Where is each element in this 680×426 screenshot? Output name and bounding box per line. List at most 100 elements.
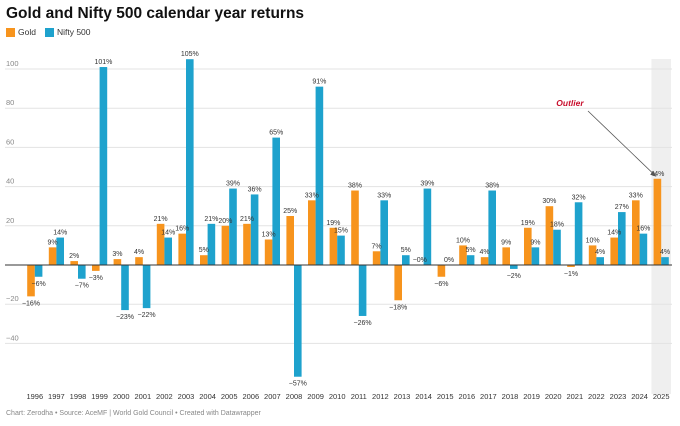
x-tick-label: 2023 (610, 392, 627, 401)
bar-label-nifty: 91% (312, 79, 326, 86)
x-tick-label: 1997 (48, 392, 65, 401)
bar-gold (610, 237, 618, 265)
bar-gold (200, 255, 208, 265)
bar-label-nifty: −57% (289, 381, 307, 388)
bar-label-nifty: 16% (636, 226, 650, 233)
bar-label-nifty: −7% (75, 283, 89, 290)
bar-gold (459, 245, 467, 265)
bar-gold (329, 227, 338, 265)
bar-gold (92, 265, 100, 271)
bar-label-nifty: 101% (94, 59, 112, 66)
bar-nifty (99, 67, 108, 265)
x-tick-label: 2013 (394, 392, 411, 401)
bar-label-gold: 38% (348, 183, 362, 190)
x-tick-label: 2011 (351, 392, 367, 401)
bar-gold (394, 265, 402, 301)
y-tick-label: 80 (6, 98, 14, 107)
bar-gold (545, 206, 554, 265)
bar-gold (27, 265, 35, 297)
bar-label-nifty: 39% (420, 181, 434, 188)
y-tick-label: −20 (6, 294, 19, 303)
bar-gold (437, 265, 446, 277)
bar-label-nifty: −22% (138, 312, 156, 319)
bar-label-gold: 33% (305, 192, 319, 199)
x-tick-label: 2012 (372, 392, 389, 401)
bar-label-gold: 3% (112, 251, 122, 258)
bar-label-gold: −6% (434, 281, 448, 288)
bar-label-nifty: 9% (530, 239, 540, 246)
x-tick-label: 2022 (588, 392, 605, 401)
bar-nifty (661, 257, 669, 265)
bar-nifty (142, 265, 151, 309)
bar-label-gold: 10% (586, 237, 600, 244)
bar-nifty (337, 235, 345, 265)
bar-gold (372, 251, 381, 265)
bar-label-gold: −3% (89, 275, 103, 282)
bar-label-nifty: −26% (354, 320, 372, 327)
bar-label-gold: 16% (175, 226, 189, 233)
x-tick-label: 2006 (242, 392, 259, 401)
x-tick-label: 1998 (70, 392, 87, 401)
y-tick-label: −40 (6, 333, 19, 342)
bar-nifty (34, 265, 43, 277)
bar-label-nifty: 18% (550, 222, 564, 229)
bar-label-nifty: −23% (116, 314, 134, 321)
bar-label-nifty: 27% (615, 204, 629, 211)
x-tick-label: 1996 (26, 392, 43, 401)
bar-label-nifty: 5% (401, 247, 411, 254)
bar-label-nifty: 65% (269, 130, 283, 137)
bar-label-nifty: 32% (572, 194, 586, 201)
bar-gold (264, 239, 273, 265)
bar-nifty (121, 265, 129, 311)
bar-gold (308, 200, 316, 265)
bar-label-nifty: 105% (181, 51, 199, 58)
highlight-band (651, 59, 671, 394)
x-tick-label: 2016 (458, 392, 475, 401)
bar-label-gold: 21% (240, 216, 254, 223)
bar-gold (524, 227, 532, 265)
x-tick-label: 2014 (415, 392, 432, 401)
bar-nifty (639, 233, 648, 265)
bar-label-gold: 19% (521, 220, 535, 227)
bar-label-nifty: 36% (248, 186, 262, 193)
x-tick-label: 2018 (502, 392, 519, 401)
x-tick-label: 2005 (221, 392, 238, 401)
legend-label-gold: Gold (18, 27, 36, 37)
bar-nifty (618, 212, 626, 265)
bar-label-gold: 10% (456, 237, 470, 244)
bar-label-nifty: 39% (226, 181, 240, 188)
bar-nifty (294, 265, 302, 377)
bar-nifty (466, 255, 475, 265)
bar-nifty (272, 137, 280, 265)
bar-nifty (423, 188, 432, 265)
bar-label-nifty: 33% (377, 192, 391, 199)
bar-gold (113, 259, 122, 265)
bar-label-nifty: −2% (507, 273, 521, 280)
bar-label-nifty: 15% (334, 228, 348, 235)
x-tick-label: 2000 (113, 392, 130, 401)
bar-label-gold: 9% (501, 239, 511, 246)
bar-label-nifty: 21% (204, 216, 218, 223)
bar-gold (632, 200, 640, 265)
bar-label-gold: 13% (262, 232, 276, 239)
bar-label-gold: 30% (542, 198, 556, 205)
bar-nifty (380, 200, 388, 265)
bar-label-gold: 4% (480, 249, 490, 256)
bar-gold (653, 178, 662, 265)
bar-gold (588, 245, 597, 265)
bar-label-nifty: 4% (595, 249, 605, 256)
x-tick-label: 2002 (156, 392, 173, 401)
bar-nifty (229, 188, 237, 265)
bar-gold (221, 225, 230, 265)
bar-label-nifty: 0% (444, 257, 454, 264)
bar-nifty (207, 223, 216, 265)
bar-label-nifty: 5% (466, 247, 476, 254)
bar-gold (70, 261, 78, 265)
x-tick-label: 2025 (653, 392, 670, 401)
bar-label-nifty: 38% (485, 183, 499, 190)
legend-swatch-gold (6, 27, 15, 37)
annotation-label: Outlier (556, 98, 584, 108)
bar-label-nifty: 14% (161, 230, 175, 237)
bar-gold (502, 247, 510, 265)
bar-nifty (56, 237, 64, 265)
